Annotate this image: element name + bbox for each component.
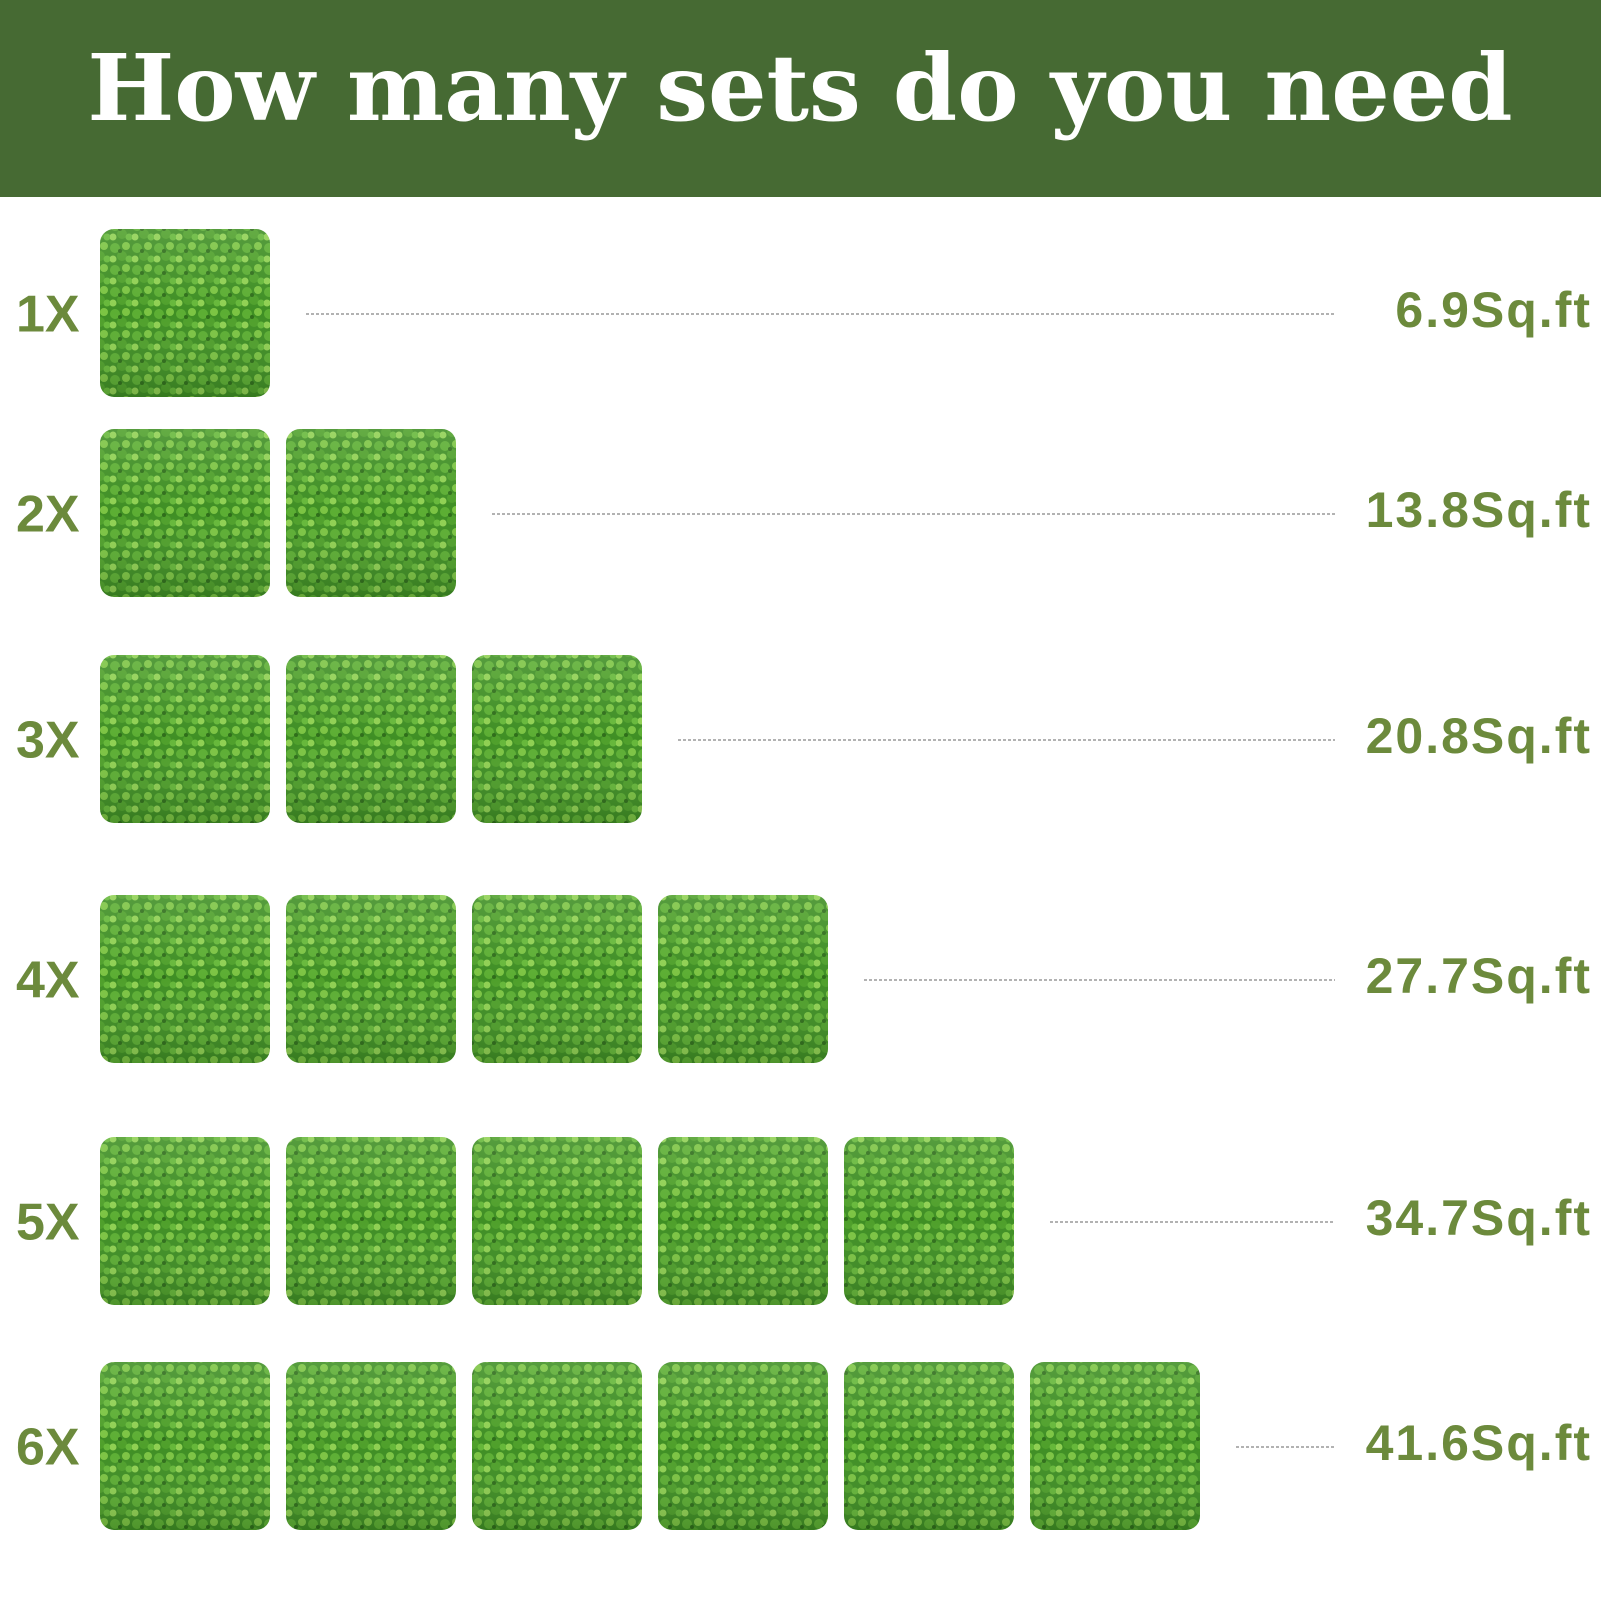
grass-panel [658,1362,828,1530]
panel-shade [658,895,828,1063]
grass-panel [844,1362,1014,1530]
grass-panel [658,1137,828,1305]
panel-shade [286,1137,456,1305]
grass-panel [100,1137,270,1305]
panel-shade [286,655,456,823]
grass-panel [1030,1362,1200,1530]
panel-shade [100,655,270,823]
area-label: 6.9Sq.ft [1395,282,1592,338]
row-label: 2X [16,486,80,544]
panel-shade [100,1137,270,1305]
rows: 1X 6.9Sq.ft 2X 13.8Sq.ft 3X 20.8Sq.ft 4X 27.7Sq… [16,229,1592,1530]
panel-shade [100,1362,270,1530]
panel-shade [100,429,270,597]
panel-shade [472,1137,642,1305]
grass-panel [286,1137,456,1305]
grass-panel [286,429,456,597]
panel-shade [286,429,456,597]
area-label: 41.6Sq.ft [1366,1415,1592,1471]
panel-shade [658,1362,828,1530]
area-label: 27.7Sq.ft [1366,948,1592,1004]
panel-shade [1030,1362,1200,1530]
panel-shade [286,1362,456,1530]
row-label: 5X [16,1194,80,1252]
panel-shade [100,895,270,1063]
row-label: 3X [16,712,80,770]
panel-shade [472,655,642,823]
grass-panel [844,1137,1014,1305]
grass-panel [100,1362,270,1530]
row-label: 1X [16,286,80,344]
grass-panel [100,895,270,1063]
panel-shade [844,1137,1014,1305]
panel-shade [472,895,642,1063]
area-label: 34.7Sq.ft [1366,1190,1592,1246]
grass-panel [100,655,270,823]
header-bar [0,0,1601,197]
area-label: 13.8Sq.ft [1366,482,1592,538]
grass-panel [286,1362,456,1530]
panel-shade [844,1362,1014,1530]
row-label: 4X [16,952,80,1010]
grass-panel [100,429,270,597]
panel-shade [472,1362,642,1530]
grass-panel [472,655,642,823]
grass-panel [472,895,642,1063]
grass-panel [658,895,828,1063]
panel-shade [286,895,456,1063]
grass-panel [286,655,456,823]
grass-panel [286,895,456,1063]
grass-panel [100,229,270,397]
grass-panel [472,1362,642,1530]
panel-shade [100,229,270,397]
area-label: 20.8Sq.ft [1366,708,1592,764]
row-label: 6X [16,1419,80,1477]
title: How many sets do you need [87,34,1512,142]
panel-shade [658,1137,828,1305]
grass-panel [472,1137,642,1305]
